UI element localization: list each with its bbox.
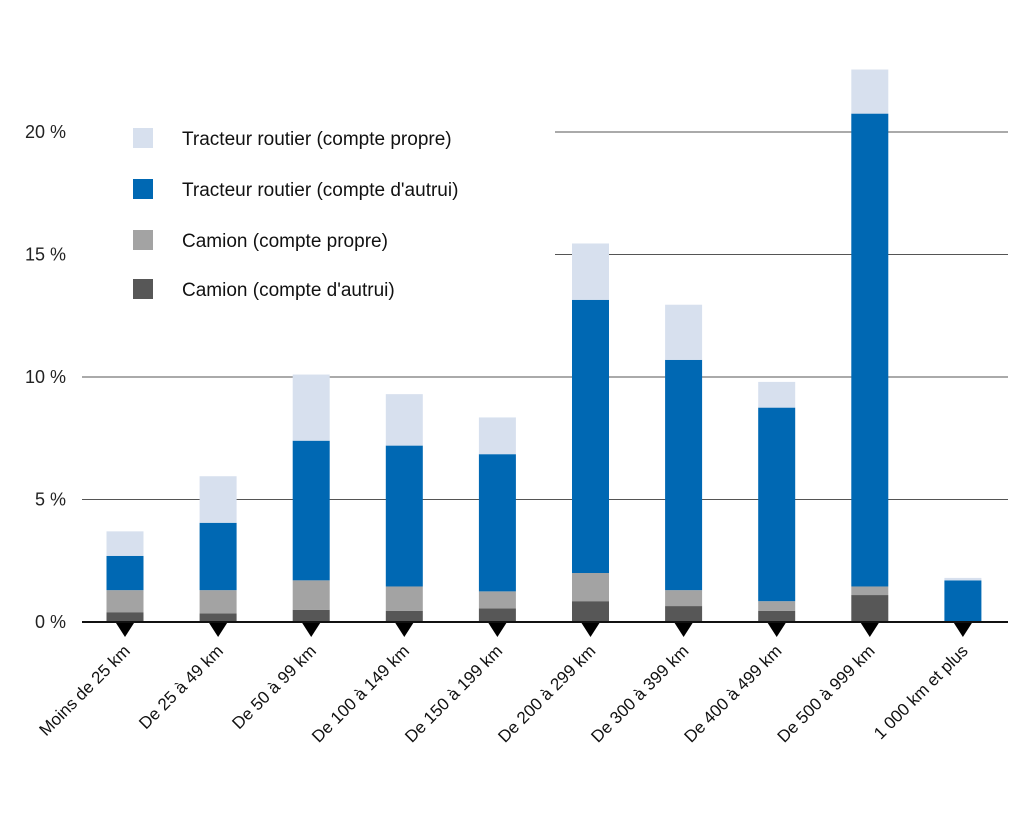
legend-label: Camion (compte d'autrui) [182,280,395,301]
category-marker [581,623,600,637]
bar-segment [385,586,423,611]
bar-segment [292,440,330,581]
bar-segment [199,522,237,591]
bar-segment [478,591,516,609]
category-marker [860,623,879,637]
bar-segment [572,243,609,300]
bar-segment [478,608,516,622]
category-marker [395,623,414,637]
y-tick-label: 15 % [25,245,66,265]
legend-swatch [133,279,153,299]
bar-segment [665,590,703,607]
bar-segment [851,113,889,587]
bar-segment [758,407,796,602]
legend-swatch [133,230,153,250]
bar-segment [385,394,423,446]
y-tick-label: 10 % [25,367,66,387]
bar-segment [478,454,516,592]
category-marker [116,623,134,637]
bar-segment [758,610,796,622]
x-category-label: De 100 à 149 km [308,641,413,746]
y-tick-label: 0 % [35,612,66,632]
bar-segment [478,417,516,455]
bar-segment [199,590,237,614]
legend-swatch [133,179,153,199]
bar-segment [106,555,144,591]
x-category-label: 1 000 km et plus [870,641,972,743]
y-tick-label: 5 % [35,490,66,510]
legend: Tracteur routier (compte propre) Tracteur… [133,128,458,301]
bar-segment [665,359,703,591]
bar-segment [572,601,609,622]
bar-segment [758,381,796,408]
category-marker [209,623,228,637]
legend-label: Tracteur routier (compte d'autrui) [182,180,458,201]
bar-segment [851,595,889,622]
bar-segment [851,69,889,114]
y-tick-label: 20 % [25,122,66,142]
x-category-label: De 150 à 199 km [401,641,506,746]
bar-segment [292,374,330,441]
x-category-label: De 300 à 399 km [587,641,692,746]
bar-segment [199,476,237,523]
bar-segment [665,304,703,360]
bar-segment [292,580,330,610]
x-category-label: De 500 à 999 km [774,641,879,746]
bar-segment [944,577,982,581]
category-marker [674,623,693,637]
x-axis-category-labels: Moins de 25 km De 25 à 49 km De 50 à 99 km… [36,641,972,746]
bar-segment [758,601,796,611]
bar-segment [106,612,144,622]
bar-segment [665,606,703,622]
category-marker [953,623,972,637]
x-category-label: De 400 à 499 km [681,641,786,746]
bar-segment [385,445,423,587]
x-category-label: De 25 à 49 km [135,641,227,733]
x-category-label: De 50 à 99 km [228,641,320,733]
bar-segment [572,573,609,602]
bar-segment [199,613,237,622]
bar-segment [106,531,144,556]
bar-segment [851,586,889,596]
legend-label: Tracteur routier (compte propre) [182,129,452,150]
bar-segment [106,590,144,613]
category-marker [302,623,321,637]
category-marker [488,623,507,637]
x-category-label: Moins de 25 km [36,641,134,739]
category-markers [116,623,972,637]
legend-label: Camion (compte propre) [182,231,388,252]
legend-swatch [133,128,153,148]
x-category-label: De 200 à 299 km [494,641,599,746]
bar-segment [944,580,982,622]
bar-stacks [106,69,982,622]
bar-segment [292,609,330,622]
y-axis-tick-labels: 0 % 5 % 10 % 15 % 20 % [25,122,66,632]
bar-segment [385,610,423,622]
bar-segment [572,299,609,573]
category-marker [767,623,786,637]
